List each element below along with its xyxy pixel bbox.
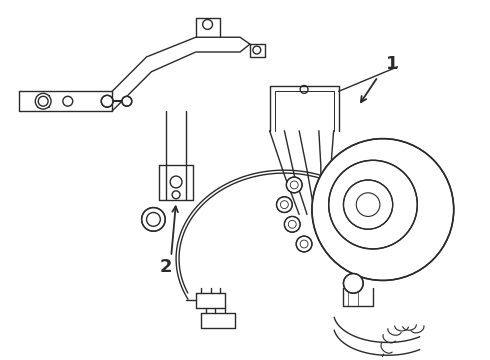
Circle shape (296, 236, 312, 252)
Circle shape (101, 95, 113, 107)
Circle shape (122, 96, 132, 106)
Circle shape (312, 139, 454, 280)
Text: 1: 1 (387, 55, 399, 73)
Text: 2: 2 (160, 258, 172, 276)
Circle shape (276, 197, 292, 212)
Circle shape (343, 274, 363, 293)
Circle shape (286, 177, 302, 193)
Circle shape (35, 93, 51, 109)
Circle shape (142, 208, 165, 231)
Circle shape (343, 180, 392, 229)
Circle shape (329, 160, 417, 249)
Circle shape (284, 216, 300, 232)
